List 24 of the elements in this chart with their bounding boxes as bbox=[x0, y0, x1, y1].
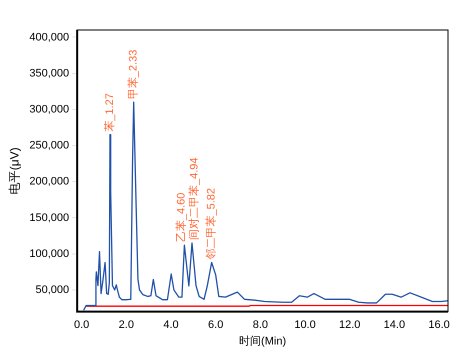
x-tick-label: 12.0 bbox=[338, 319, 360, 332]
annotation: 邻二甲苯_5.82 bbox=[204, 188, 218, 260]
y-tick-label: 250,000 bbox=[29, 140, 70, 152]
annotation: 苯_1.27 bbox=[103, 93, 116, 132]
annotation: 甲苯_2.33 bbox=[126, 50, 140, 100]
y-tick-label: 200,000 bbox=[29, 176, 70, 188]
x-tick-label: 2.0 bbox=[118, 319, 134, 332]
y-tick-label: 400,000 bbox=[29, 31, 70, 44]
y-axis-title: 电平(μV) bbox=[8, 147, 22, 194]
y-tick-label: 350,000 bbox=[29, 67, 70, 80]
x-axis-title: 时间(Min) bbox=[239, 334, 286, 348]
x-tick-label: 4.0 bbox=[163, 319, 179, 332]
annotation: 乙苯_4.60 bbox=[174, 192, 188, 242]
x-tick-label: 6.0 bbox=[208, 319, 224, 332]
x-tick-label: 8.0 bbox=[252, 319, 268, 332]
y-tick-label: 50,000 bbox=[36, 284, 70, 296]
x-tick-label: 14.0 bbox=[384, 319, 406, 332]
x-tick-label: 16.0 bbox=[428, 319, 450, 332]
y-tick-label: 300,000 bbox=[29, 103, 70, 116]
x-tick-label: 0.0 bbox=[74, 319, 90, 332]
x-tick-label: 10.0 bbox=[294, 319, 316, 332]
y-tick-label: 100,000 bbox=[29, 248, 70, 260]
y-tick-label: 150,000 bbox=[29, 212, 70, 224]
annotation: 间对二甲苯_4.94 bbox=[188, 157, 201, 240]
